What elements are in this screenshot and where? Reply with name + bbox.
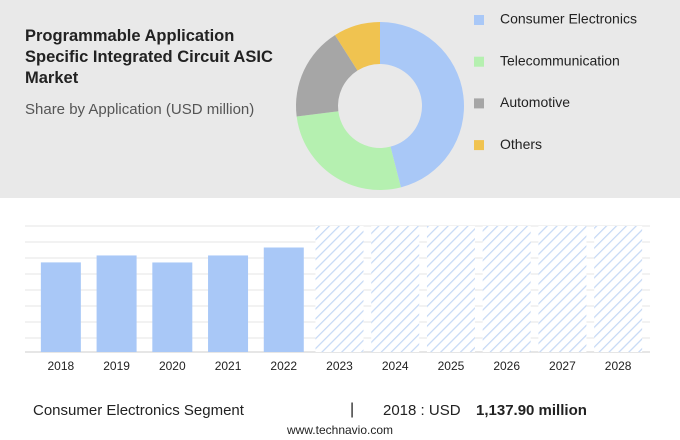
- x-tick-label: 2018: [48, 359, 75, 373]
- forecast-placeholder: [371, 226, 420, 352]
- bar: [96, 255, 137, 352]
- donut-slice: [296, 111, 401, 191]
- segment-label: Consumer Electronics Segment: [33, 402, 245, 419]
- x-tick-label: 2023: [326, 359, 353, 373]
- x-tick-label: 2025: [438, 359, 465, 373]
- legend-label: Telecommunication: [500, 52, 620, 68]
- forecast-placeholder: [315, 226, 364, 352]
- source: www.technavio.com: [286, 423, 393, 437]
- x-tick-label: 2020: [159, 359, 186, 373]
- x-tick-label: 2027: [549, 359, 576, 373]
- divider: |: [350, 401, 354, 418]
- x-tick-label: 2028: [605, 359, 632, 373]
- legend-swatch: [474, 98, 484, 109]
- legend-label: Others: [500, 136, 542, 152]
- bar: [40, 262, 81, 352]
- forecast-placeholder: [538, 226, 587, 352]
- forecast-placeholder: [482, 226, 531, 352]
- bar: [152, 262, 193, 352]
- donut-slice: [295, 35, 358, 117]
- legend-label: Automotive: [500, 94, 570, 110]
- x-tick-label: 2022: [270, 359, 297, 373]
- bar: [208, 255, 249, 352]
- legend-swatch: [474, 56, 484, 67]
- forecast-placeholder: [426, 226, 475, 352]
- year-label: 2018 : USD: [383, 402, 461, 419]
- x-tick-label: 2026: [493, 359, 520, 373]
- chart-subtitle: Share by Application (USD million): [25, 101, 255, 118]
- donut-slice: [380, 22, 465, 188]
- bar: [263, 247, 304, 352]
- legend-swatch: [474, 140, 484, 151]
- x-tick-label: 2024: [382, 359, 409, 373]
- forecast-placeholder: [594, 226, 643, 352]
- donut-slice: [334, 22, 380, 71]
- highlight-value: 1,137.90 million: [476, 402, 587, 419]
- x-tick-label: 2019: [103, 359, 130, 373]
- chart-title: Programmable Application Specific Integr…: [25, 27, 273, 87]
- x-tick-label: 2021: [215, 359, 242, 373]
- legend-swatch: [474, 15, 484, 25]
- legend-label: Consumer Electronics: [500, 11, 637, 27]
